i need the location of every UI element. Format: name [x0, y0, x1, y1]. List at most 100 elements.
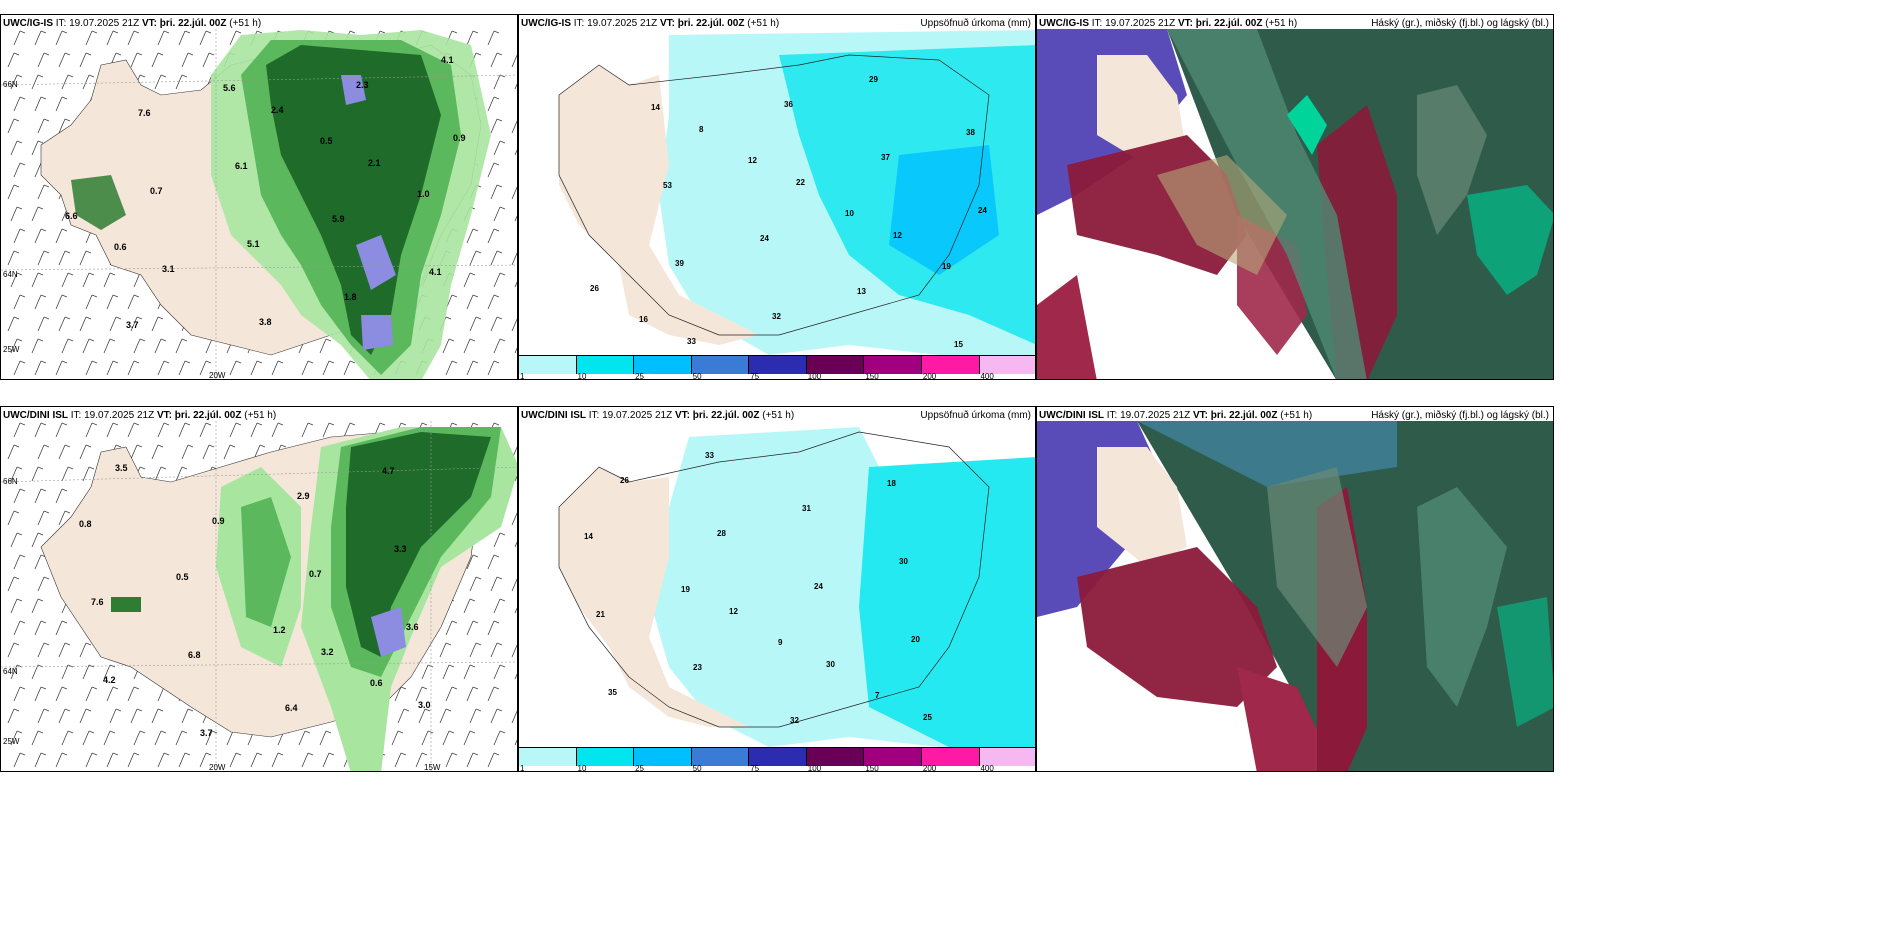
wind-barb [415, 686, 428, 702]
wind-barb [109, 708, 122, 724]
wind-barb [301, 422, 314, 438]
wind-barb [61, 74, 74, 90]
wind-barb [157, 752, 170, 768]
map-value-label: 15 [954, 340, 963, 349]
map-value-label: 24 [760, 234, 769, 243]
wind-barb [7, 708, 20, 724]
precip-colorbar-labels: 1 10 25 50 75 100 150 200 400 [519, 372, 1035, 380]
wind-barb [34, 686, 47, 702]
wind-barb [466, 360, 479, 376]
wind-barb [127, 752, 140, 768]
map-value-label: 12 [729, 607, 738, 616]
wind-barb [415, 752, 428, 768]
wind-barb [127, 422, 140, 438]
wind-barb [133, 338, 146, 354]
wind-barb [7, 52, 20, 68]
colorbar-segment [576, 748, 635, 766]
wind-barb [10, 74, 23, 90]
cloud-title: Háský (gr.), miðský (fj.bl.) og lágský (… [1371, 18, 1549, 29]
colorbar-label: 400 [980, 764, 994, 772]
wind-barb [301, 752, 314, 768]
wind-barb [157, 30, 170, 46]
map-value-label: 0.7 [309, 569, 322, 579]
wind-barb [37, 444, 50, 460]
wind-barb [103, 338, 116, 354]
wind-barb [469, 708, 482, 724]
wind-barb [487, 30, 500, 46]
wind-barb [511, 578, 517, 592]
wind-barb [418, 708, 431, 724]
colorbar-segment [691, 748, 750, 766]
wind-barb [55, 422, 68, 438]
wind-barb [55, 294, 68, 310]
map-value-label: 14 [584, 532, 593, 541]
map-value-label: 2.4 [271, 105, 284, 115]
map-value-label: 14 [651, 103, 660, 112]
map-value-label: 18 [887, 479, 896, 488]
wind-barb [13, 30, 26, 46]
wind-barb [298, 730, 311, 746]
wind-barb [181, 52, 194, 68]
wind-barb [322, 360, 335, 376]
map-value-label: 12 [893, 231, 902, 240]
wind-barb [13, 228, 26, 244]
wind-barb [514, 607, 517, 614]
wind-barb [10, 206, 23, 222]
wind-barb [391, 730, 404, 746]
wind-barb [466, 30, 479, 46]
wind-barb [79, 52, 92, 68]
wind-barb [13, 422, 26, 438]
colorbar-segment [806, 748, 865, 766]
colorbar-segment [634, 356, 692, 374]
wind-barb [487, 752, 500, 768]
wind-barb [133, 730, 146, 746]
wind-barb [397, 708, 410, 724]
map-value-label: 36 [784, 100, 793, 109]
lon-label-25w: 25W [3, 737, 20, 746]
wind-barb [13, 360, 26, 376]
wind-barb [10, 730, 23, 746]
map-value-label: 4.7 [382, 466, 395, 476]
wind-barb [511, 512, 517, 526]
map-value-label: 3.6 [406, 622, 419, 632]
map-value-label: 5.1 [247, 239, 260, 249]
wind-barb [37, 642, 50, 658]
wind-barb [79, 642, 92, 658]
panel-title: UWC/IG-IS IT: 19.07.2025 21Z VT: þri. 22… [3, 18, 262, 29]
map-value-label: 29 [869, 75, 878, 84]
wind-barb [106, 30, 119, 46]
wind-barb [322, 752, 335, 768]
map-value-label: 32 [772, 312, 781, 321]
colorbar-segment [749, 748, 807, 766]
map-value-label: 19 [942, 262, 951, 271]
colorbar-label: 100 [807, 372, 822, 380]
map-value-label: 3.8 [259, 317, 272, 327]
wind-barb [442, 338, 455, 354]
map-value-label: 0.9 [453, 133, 466, 143]
colorbar-segment [576, 356, 635, 374]
map-bottom-mid [519, 421, 1035, 751]
map-value-label: 5.9 [332, 214, 345, 224]
wind-barb [511, 252, 517, 266]
wind-barb [31, 598, 44, 614]
map-value-label: 0.7 [150, 186, 163, 196]
precip-colorbar-labels: 1 10 25 50 75 100 150 200 400 [519, 764, 1035, 772]
map-value-label: 4.1 [429, 267, 442, 277]
wind-barb [7, 444, 20, 460]
wind-barb [82, 664, 95, 680]
colorbar-label: 400 [980, 372, 994, 380]
wind-barb [490, 642, 503, 658]
map-value-label: 3.2 [321, 647, 334, 657]
map-value-label: 13 [857, 287, 866, 296]
wind-barb [493, 206, 506, 222]
wind-barb [199, 752, 212, 768]
wind-barb [250, 752, 263, 768]
wind-barb [13, 686, 26, 702]
wind-barb [10, 466, 23, 482]
colorbar-label: 200 [922, 372, 937, 380]
lon-label-25w: 25W [3, 345, 20, 354]
wind-barb [61, 338, 74, 354]
wind-barb [31, 730, 44, 746]
colorbar-segment [691, 356, 750, 374]
wind-barb [319, 338, 332, 354]
